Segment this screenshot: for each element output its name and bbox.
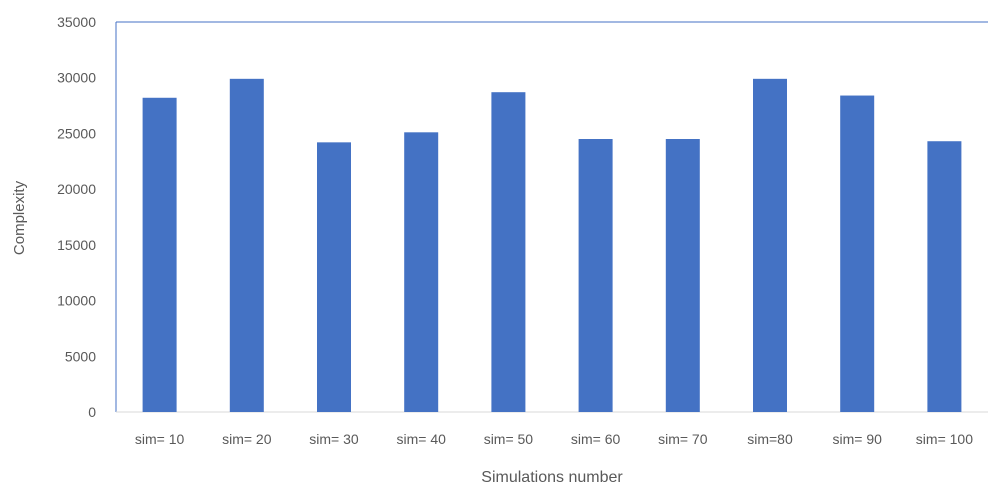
bar	[578, 139, 613, 412]
bar	[840, 95, 875, 413]
x-tick-label: sim= 20	[222, 431, 272, 447]
y-tick-label: 25000	[57, 125, 96, 141]
x-tick-label: sim= 70	[658, 431, 708, 447]
bar	[927, 141, 962, 412]
x-tick-label: sim= 10	[135, 431, 185, 447]
bar	[317, 142, 351, 413]
bar	[753, 78, 787, 412]
y-tick-label: 0	[88, 404, 96, 420]
bar	[491, 92, 526, 412]
y-axis-ticks: 0 5000 10000 15000 20000 25000 30000 35000	[57, 14, 96, 420]
x-tick-label: sim= 30	[309, 431, 359, 447]
bar	[404, 132, 439, 413]
y-axis-title: Complexity	[11, 180, 28, 255]
x-axis-title: Simulations number	[481, 469, 623, 486]
y-tick-label: 30000	[57, 70, 96, 86]
bar	[229, 78, 264, 412]
x-tick-label: sim= 50	[484, 431, 534, 447]
x-axis-ticks: sim= 10 sim= 20 sim= 30 sim= 40 sim= 50 sim= …	[135, 431, 973, 447]
y-tick-label: 5000	[65, 348, 96, 364]
x-tick-label: sim= 60	[571, 431, 621, 447]
x-tick-label: sim=80	[747, 431, 793, 447]
x-tick-label: sim= 90	[832, 431, 882, 447]
bar	[142, 97, 177, 413]
x-tick-label: sim= 100	[916, 431, 973, 447]
x-tick-label: sim= 40	[396, 431, 446, 447]
bars	[142, 78, 962, 413]
bar	[665, 139, 700, 412]
y-tick-label: 20000	[57, 181, 96, 197]
y-tick-label: 15000	[57, 237, 96, 253]
y-tick-label: 35000	[57, 14, 96, 30]
y-tick-label: 10000	[57, 293, 96, 309]
